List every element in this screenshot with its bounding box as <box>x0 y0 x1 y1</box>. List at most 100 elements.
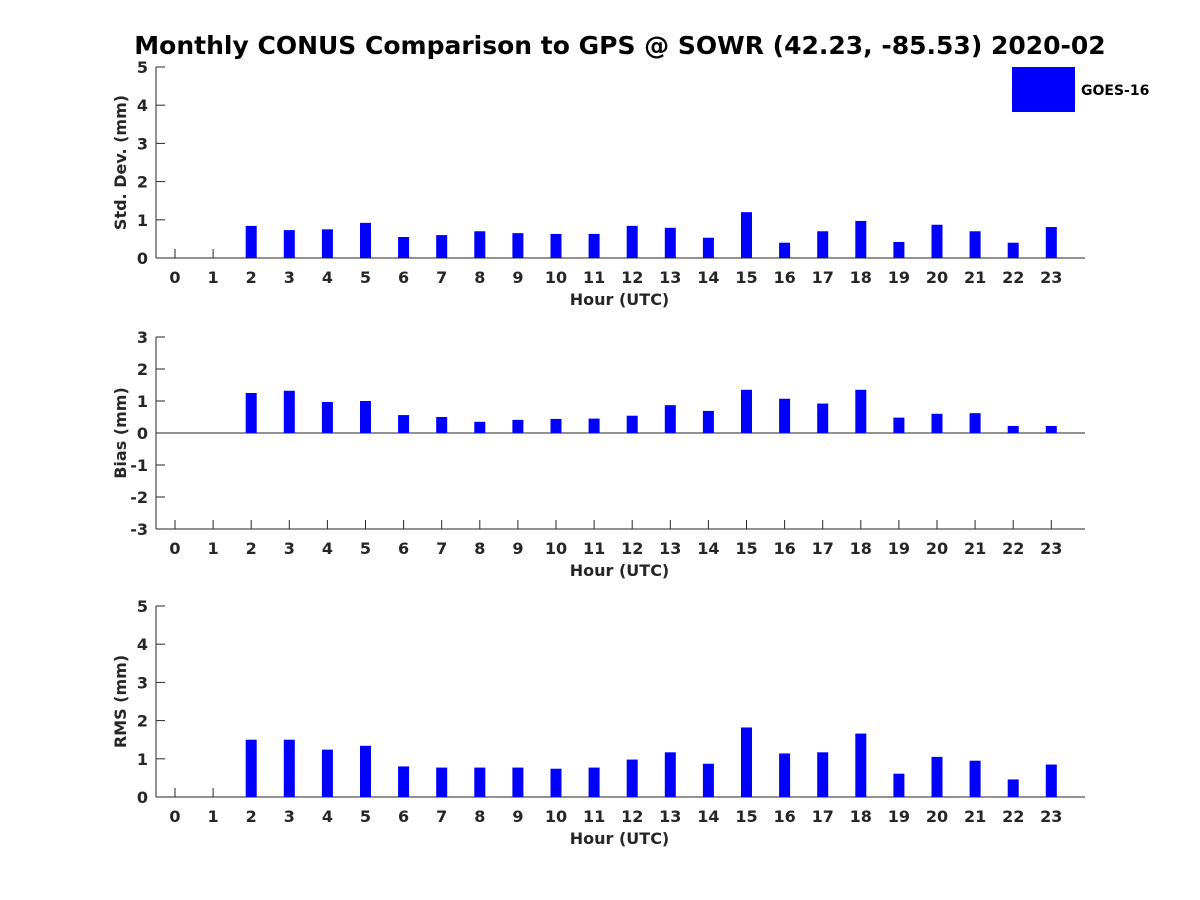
x-tick-label: 5 <box>360 268 371 287</box>
bar <box>931 224 943 258</box>
bar <box>664 752 676 797</box>
bar <box>512 419 524 433</box>
x-tick-label: 20 <box>926 807 948 826</box>
x-tick-label: 11 <box>583 807 605 826</box>
bar <box>626 759 638 797</box>
x-tick-label: 17 <box>812 539 834 558</box>
x-tick-label: 4 <box>322 539 333 558</box>
y-axis-label: Bias (mm) <box>111 387 130 479</box>
x-tick-label: 7 <box>436 539 447 558</box>
x-tick-label: 6 <box>398 539 409 558</box>
x-tick-label: 17 <box>812 807 834 826</box>
x-tick-label: 20 <box>926 539 948 558</box>
x-tick-label: 10 <box>545 539 567 558</box>
x-tick-label: 14 <box>697 268 719 287</box>
bar <box>702 237 714 258</box>
bar <box>1007 242 1019 258</box>
y-axis-label: Std. Dev. (mm) <box>111 95 130 230</box>
x-axis-label: Hour (UTC) <box>570 561 670 580</box>
bar <box>512 767 524 797</box>
bar <box>474 421 486 433</box>
x-tick-label: 3 <box>284 807 295 826</box>
bar <box>398 415 410 433</box>
x-tick-label: 0 <box>169 807 180 826</box>
x-tick-label: 18 <box>850 539 872 558</box>
bar <box>1045 425 1057 433</box>
y-tick-label: 0 <box>137 249 148 268</box>
bar <box>893 773 905 797</box>
bar <box>969 760 981 797</box>
bar <box>664 405 676 433</box>
y-tick-label: 4 <box>137 96 148 115</box>
bar <box>436 767 448 797</box>
bar <box>398 766 410 797</box>
bar <box>817 231 829 258</box>
x-tick-label: 21 <box>964 539 986 558</box>
y-tick-label: 2 <box>137 360 148 379</box>
x-tick-label: 10 <box>545 268 567 287</box>
bar <box>321 749 333 797</box>
x-tick-label: 8 <box>474 539 485 558</box>
bar <box>626 415 638 433</box>
bar <box>702 410 714 433</box>
x-tick-label: 15 <box>735 268 757 287</box>
x-tick-label: 4 <box>322 268 333 287</box>
x-tick-label: 0 <box>169 539 180 558</box>
bar <box>550 418 562 433</box>
y-tick-label: 4 <box>137 635 148 654</box>
x-tick-label: 14 <box>697 539 719 558</box>
x-tick-label: 22 <box>1002 539 1024 558</box>
bar <box>550 233 562 258</box>
y-axis-label: RMS (mm) <box>111 655 130 748</box>
y-tick-label: 1 <box>137 750 148 769</box>
y-tick-label: 3 <box>137 673 148 692</box>
x-tick-label: 13 <box>659 268 681 287</box>
x-tick-label: 6 <box>398 807 409 826</box>
bar <box>283 390 295 433</box>
x-tick-label: 19 <box>888 807 910 826</box>
y-tick-label: 3 <box>137 134 148 153</box>
x-tick-label: 15 <box>735 807 757 826</box>
x-tick-label: 2 <box>246 268 257 287</box>
bar <box>1007 425 1019 433</box>
bar <box>1007 779 1019 797</box>
bar <box>855 733 867 797</box>
x-tick-label: 3 <box>284 268 295 287</box>
x-tick-label: 20 <box>926 268 948 287</box>
x-tick-label: 3 <box>284 539 295 558</box>
bar <box>855 220 867 258</box>
y-tick-label: 2 <box>137 173 148 192</box>
x-tick-label: 16 <box>773 807 795 826</box>
y-tick-label: 1 <box>137 211 148 230</box>
x-tick-label: 7 <box>436 268 447 287</box>
bar <box>741 212 752 258</box>
bar <box>855 389 867 433</box>
bar <box>817 403 829 433</box>
y-tick-label: -1 <box>130 456 148 475</box>
bar <box>283 739 295 797</box>
y-tick-label: 1 <box>137 392 148 411</box>
x-tick-label: 13 <box>659 807 681 826</box>
x-tick-label: 14 <box>697 807 719 826</box>
x-tick-label: 22 <box>1002 268 1024 287</box>
x-tick-label: 21 <box>964 807 986 826</box>
x-tick-label: 0 <box>169 268 180 287</box>
x-tick-label: 2 <box>246 807 257 826</box>
x-tick-label: 16 <box>773 268 795 287</box>
y-tick-label: 5 <box>137 58 148 77</box>
bar <box>588 233 600 258</box>
x-tick-label: 12 <box>621 807 643 826</box>
y-tick-label: 3 <box>137 328 148 347</box>
bar <box>969 413 981 433</box>
y-tick-label: -3 <box>130 520 148 539</box>
x-tick-label: 19 <box>888 268 910 287</box>
x-tick-label: 1 <box>208 539 219 558</box>
bar <box>779 753 791 797</box>
x-tick-label: 23 <box>1040 807 1062 826</box>
bar <box>931 756 943 797</box>
x-tick-label: 13 <box>659 539 681 558</box>
